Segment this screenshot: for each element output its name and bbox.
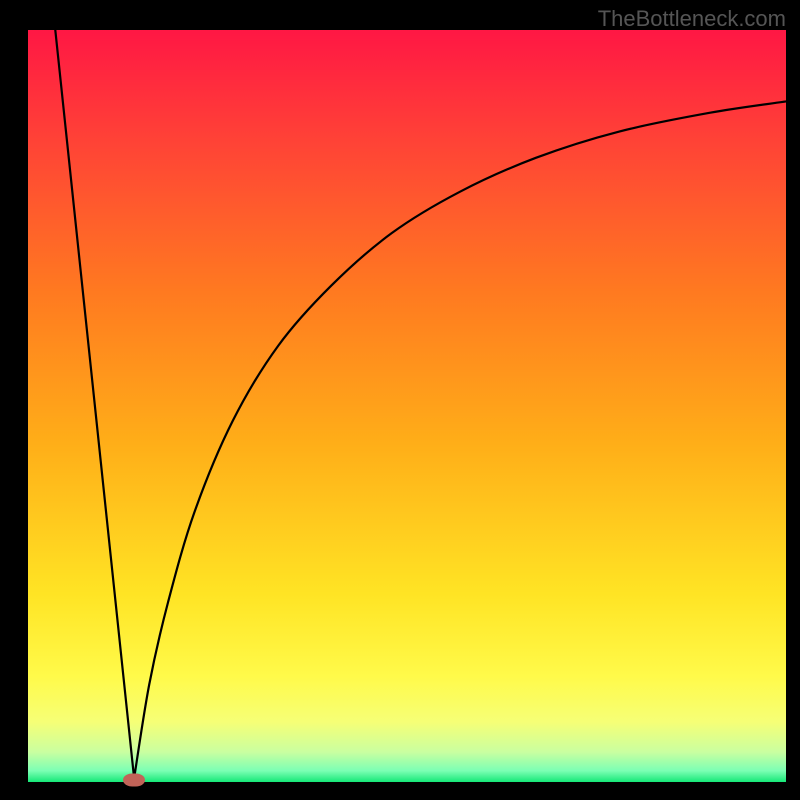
bottleneck-curve <box>28 30 786 782</box>
watermark-text: TheBottleneck.com <box>598 6 786 32</box>
optimum-marker <box>123 774 145 787</box>
curve-path <box>55 30 786 778</box>
chart-plot-area <box>28 30 786 782</box>
